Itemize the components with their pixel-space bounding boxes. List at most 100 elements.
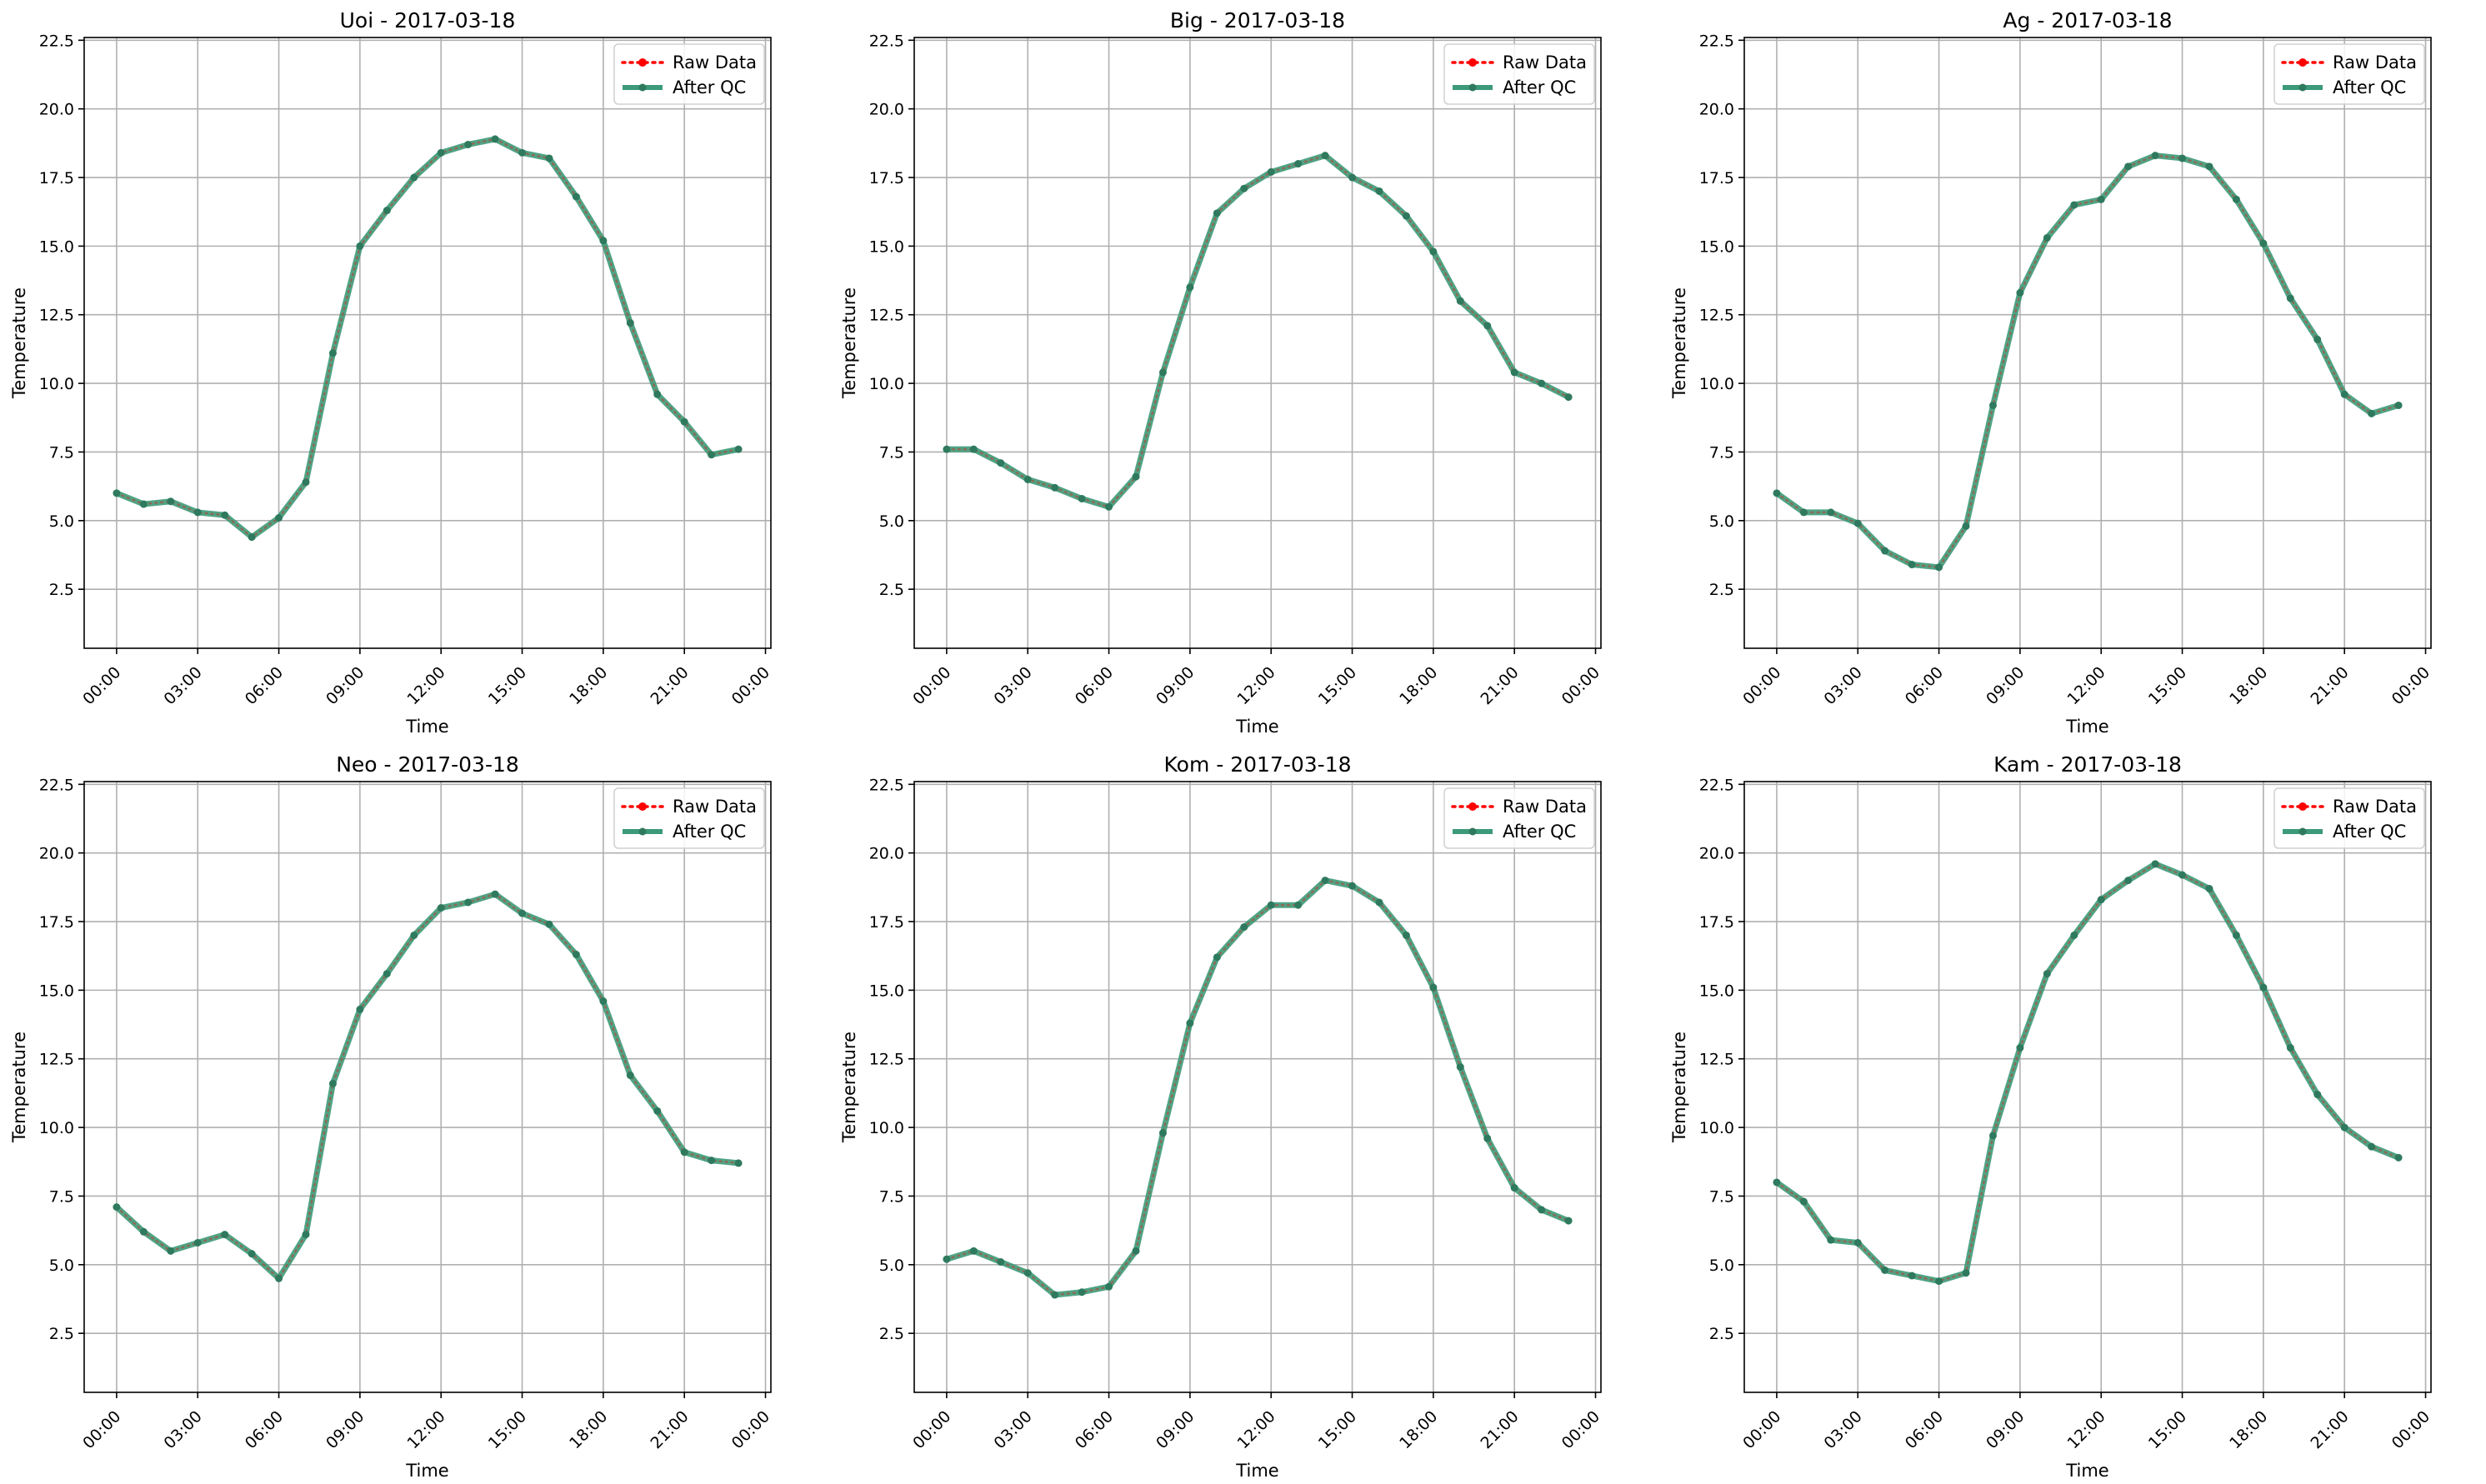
data-point — [1321, 877, 1329, 885]
data-point — [2205, 884, 2213, 892]
data-point — [2124, 877, 2133, 885]
x-tick-label: 18:00 — [1396, 1407, 1441, 1452]
data-point — [1132, 1247, 1140, 1255]
subplot-title: Ag - 2017-03-18 — [2003, 8, 2172, 32]
series-line-raw-data — [115, 892, 740, 1281]
subplot-2: 2.5 5.0 7.5 10.0 12.5 15.0 17.5 20.0 22.5 00:00 03… — [839, 8, 1603, 737]
legend: Raw Data After QC — [2273, 43, 2425, 105]
x-tick-label: 06:00 — [1902, 663, 1947, 708]
plot-area — [1744, 37, 2431, 648]
data-point — [1853, 519, 1862, 527]
legend-marker-raw-data — [1468, 802, 1477, 811]
data-point — [221, 1231, 229, 1239]
data-point — [2151, 860, 2159, 868]
y-tick-label: 7.5 — [1709, 1187, 1734, 1206]
y-tick-label: 5.0 — [49, 1257, 74, 1275]
data-point — [1158, 1129, 1167, 1137]
plot-area — [914, 37, 1601, 648]
data-point — [248, 533, 256, 542]
y-axis-label: Temperature — [839, 1032, 859, 1143]
legend-label-raw-data: Raw Data — [673, 797, 757, 817]
series-line-after-qc — [945, 877, 1570, 1298]
data-point — [1988, 401, 1997, 409]
data-point — [1564, 1217, 1573, 1225]
x-tick-label: 00:00 — [2388, 663, 2433, 708]
y-tick-label: 12.5 — [39, 1051, 74, 1069]
data-point — [1908, 1272, 1916, 1280]
series-line-raw-data — [1775, 862, 2400, 1282]
data-point — [328, 1079, 337, 1087]
data-point — [653, 390, 662, 398]
data-point — [545, 154, 553, 162]
legend-marker-after-qc — [638, 83, 647, 92]
y-tick-label: 10.0 — [869, 1119, 904, 1137]
series-line-after-qc — [1774, 861, 2400, 1285]
data-point — [2313, 1091, 2322, 1099]
x-tick-label: 00:00 — [1739, 1407, 1784, 1452]
data-point — [680, 417, 688, 426]
data-point — [383, 207, 391, 215]
data-point — [943, 1255, 951, 1263]
y-tick-label: 20.0 — [869, 845, 904, 863]
x-tick-label: 03:00 — [991, 663, 1036, 708]
subplot-title: Uoi - 2017-03-18 — [340, 8, 516, 32]
data-point — [943, 445, 951, 453]
x-tick-label: 03:00 — [1821, 663, 1866, 708]
data-point — [356, 242, 364, 250]
y-tick-label: 20.0 — [869, 101, 904, 119]
data-point — [1402, 931, 1410, 939]
axes-frame — [1743, 37, 2432, 649]
y-tick-label: 22.5 — [1699, 32, 1734, 50]
y-tick-label: 15.0 — [39, 237, 74, 256]
x-tick-label: 06:00 — [242, 663, 287, 708]
y-tick-label: 7.5 — [1709, 443, 1734, 462]
data-point — [193, 1238, 202, 1247]
subplot-1: 2.5 5.0 7.5 10.0 12.5 15.0 17.5 20.0 22.5 00:00 03… — [9, 8, 773, 737]
x-axis-label: Time — [405, 1461, 448, 1481]
x-tick-label: 00:00 — [1739, 663, 1784, 708]
x-tick-label: 03:00 — [1821, 1407, 1866, 1452]
x-tick-label: 09:00 — [1153, 1407, 1198, 1452]
legend: Raw Data After QC — [1443, 787, 1595, 849]
y-axis-label: Temperature — [1669, 287, 1689, 399]
x-tick-label: 00:00 — [2388, 1407, 2433, 1452]
y-tick-label: 12.5 — [1699, 1051, 1734, 1069]
x-tick-label: 12:00 — [403, 663, 448, 708]
legend-marker-after-qc — [638, 827, 647, 836]
legend-label-after-qc: After QC — [1503, 77, 1576, 97]
subplot-4: 2.5 5.0 7.5 10.0 12.5 15.0 17.5 20.0 22.5 00:00 03… — [9, 752, 773, 1481]
data-point — [1962, 522, 1970, 530]
series-line-raw-data — [945, 154, 1570, 508]
data-point — [1402, 212, 1410, 220]
legend: Raw Data After QC — [1443, 43, 1595, 105]
x-tick-label: 21:00 — [1477, 663, 1522, 708]
data-point — [2178, 154, 2187, 162]
x-tick-label: 12:00 — [1233, 663, 1278, 708]
series-line-raw-data — [1775, 154, 2400, 569]
data-point — [1510, 368, 1518, 377]
x-tick-label: 09:00 — [1983, 663, 2028, 708]
y-tick-label: 12.5 — [1699, 307, 1734, 325]
data-point — [2097, 896, 2105, 904]
x-tick-label: 15:00 — [1315, 1407, 1360, 1452]
data-point — [464, 898, 473, 907]
data-point — [2340, 390, 2348, 398]
legend-marker-raw-data — [1468, 58, 1477, 67]
data-point — [139, 500, 148, 508]
x-tick-label: 00:00 — [728, 1407, 773, 1452]
y-tick-label: 12.5 — [39, 307, 74, 325]
x-tick-label: 09:00 — [1153, 663, 1198, 708]
legend: Raw Data After QC — [613, 43, 765, 105]
legend-label-after-qc: After QC — [2333, 822, 2406, 842]
data-point — [1429, 247, 1438, 256]
x-axis-label: Time — [405, 717, 448, 737]
data-point — [2070, 931, 2078, 939]
x-axis-label: Time — [1235, 717, 1278, 737]
y-tick-label: 12.5 — [869, 1051, 904, 1069]
data-point — [1186, 283, 1194, 292]
data-point — [410, 931, 418, 939]
plot-area — [84, 37, 771, 648]
data-point — [734, 445, 743, 453]
data-point — [1051, 483, 1059, 492]
y-tick-label: 15.0 — [39, 982, 74, 1000]
